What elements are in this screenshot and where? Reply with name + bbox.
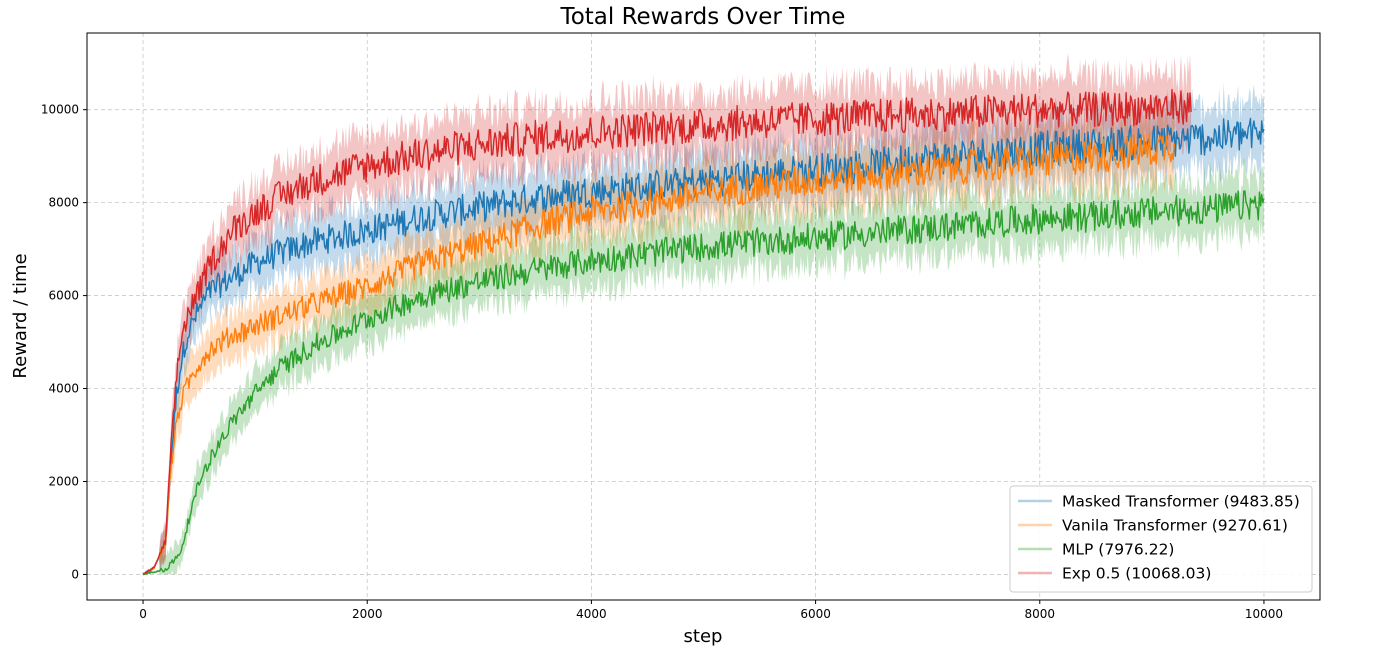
line-masked-transformer [142,117,1265,575]
y-tick-label: 6000 [48,289,79,303]
y-tick-label: 4000 [48,382,79,396]
x-tick-label: 10000 [1245,607,1283,621]
line-mlp [142,190,1265,576]
series-lines [142,88,1265,576]
plot-frame [86,32,1321,601]
band-exp-0-5 [143,53,1192,575]
x-axis-ticks: 0 2000 4000 6000 8000 10000 [139,600,1283,621]
chart-title: Total Rewards Over Time [560,4,846,30]
y-tick-label: 2000 [48,474,79,488]
x-tick-label: 0 [139,607,147,621]
y-axis-ticks: 0 2000 4000 6000 8000 10000 [41,103,87,581]
legend: Masked Transformer (9483.85) Vanila Trans… [1009,485,1313,593]
x-tick-label: 4000 [576,607,607,621]
y-axis-title: Reward / time [10,253,31,378]
y-tick-label: 0 [71,567,79,581]
y-tick-label: 8000 [48,196,79,210]
x-axis-title: step [684,626,723,646]
band-masked-transformer [143,82,1264,575]
legend-label: Vanila Transformer (9270.61) [1062,517,1288,535]
legend-label: Masked Transformer (9483.85) [1062,493,1300,511]
line-exp-0-5 [142,88,1192,575]
y-tick-label: 10000 [41,103,79,117]
band-mlp [143,158,1264,575]
legend-label: MLP (7976.22) [1062,541,1174,559]
x-tick-label: 6000 [800,607,831,621]
legend-label: Exp 0.5 (10068.03) [1062,565,1211,583]
x-tick-label: 2000 [352,607,383,621]
line-vanila-transformer [142,132,1175,576]
x-tick-label: 8000 [1024,607,1055,621]
legend-box [1009,485,1313,593]
